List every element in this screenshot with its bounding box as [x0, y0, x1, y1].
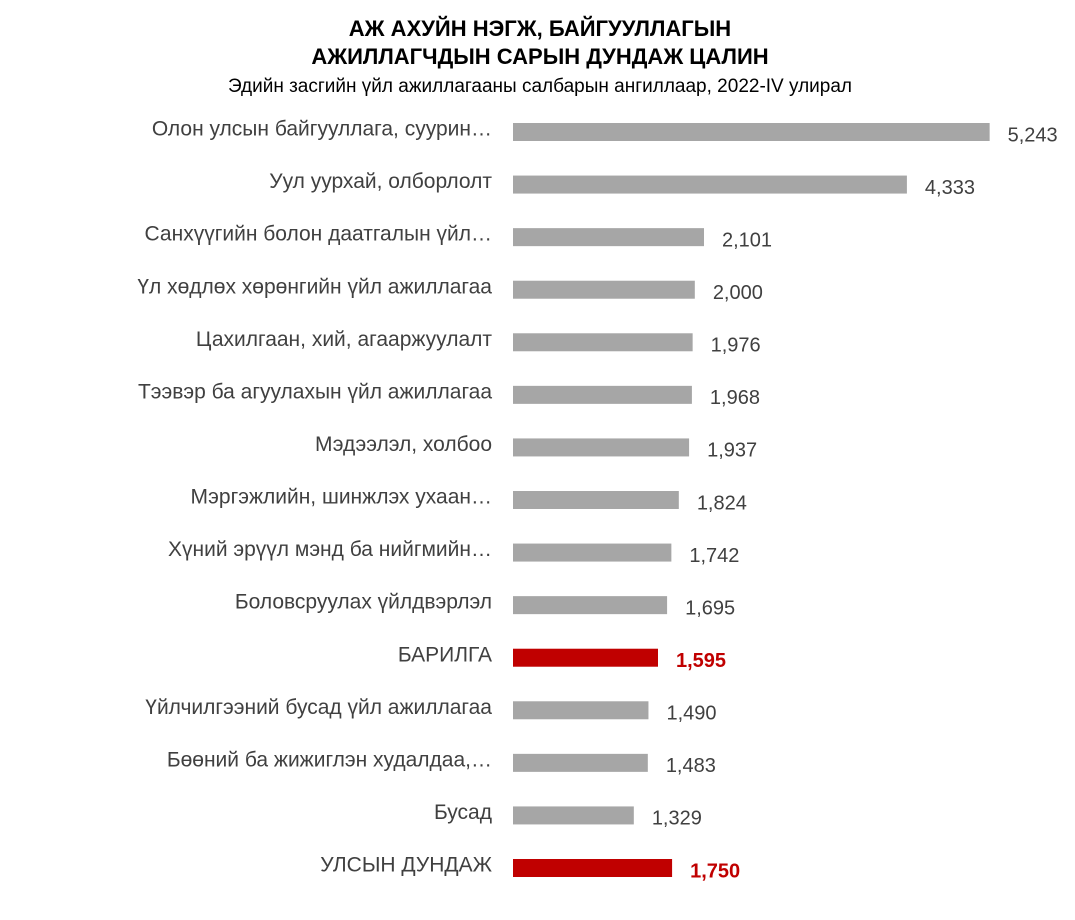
value-label: 5,243: [1008, 124, 1058, 146]
bar: [513, 438, 690, 457]
value-label: 1,695: [685, 597, 735, 619]
value-label: 1,976: [711, 335, 761, 357]
bar: [513, 543, 672, 562]
bar: [513, 228, 704, 247]
category-label: УЛСЫН ДУНДАЖ: [320, 854, 492, 877]
chart-title: АЖ АХУЙН НЭГЖ, БАЙГУУЛЛАГЫН: [349, 16, 731, 41]
bar: [513, 491, 679, 509]
bar: [513, 175, 907, 194]
bar: [513, 333, 693, 352]
value-label: 1,483: [666, 755, 716, 777]
value-label: 1,937: [707, 440, 757, 462]
category-label: Мэргэжлийн, шинжлэх ухаан…: [190, 486, 492, 509]
chart-subtitle: Эдийн засгийн үйл ажиллагааны салбарын а…: [228, 76, 852, 97]
category-label: Уул уурхай, олборлолт: [269, 170, 492, 193]
category-label: Тээвэр ба агуулахын үйл ажиллагаа: [138, 380, 492, 403]
category-label: Цахилгаан, хий, агааржуулалт: [196, 328, 493, 351]
bar: [513, 701, 649, 720]
chart-title: АЖИЛЛАГЧДЫН САРЫН ДУНДАЖ ЦАЛИН: [311, 44, 768, 69]
value-label: 2,000: [713, 282, 763, 304]
category-label: Санхүүгийн болон даатгалын үйл…: [145, 223, 492, 246]
bar: [513, 280, 695, 299]
value-label: 2,101: [722, 229, 772, 251]
value-label: 1,595: [676, 650, 726, 672]
category-label: Бусад: [434, 801, 492, 824]
bar: [513, 596, 668, 615]
category-label: Үйлчилгээний бусад үйл ажиллагаа: [145, 696, 492, 719]
bar: [513, 123, 990, 141]
value-label: 1,742: [689, 545, 739, 567]
value-label: 1,968: [710, 387, 760, 409]
bar: [513, 753, 648, 772]
value-label: 1,490: [666, 703, 716, 725]
bar: [513, 859, 673, 877]
category-label: Үл хөдлөх хөрөнгийн үйл ажиллагаа: [137, 275, 492, 298]
category-label: Хүний эрүүл мэнд ба нийгмийн…: [168, 538, 492, 561]
category-label: БАРИЛГА: [398, 643, 492, 666]
category-label: Олон улсын байгууллага, суурин…: [152, 118, 492, 141]
bar: [513, 806, 634, 825]
value-label: 1,750: [690, 860, 740, 882]
bar: [513, 385, 692, 404]
value-label: 1,824: [697, 492, 747, 514]
bar: [513, 648, 658, 667]
category-label: Мэдээлэл, холбоо: [315, 433, 492, 456]
value-label: 4,333: [925, 177, 975, 199]
value-label: 1,329: [652, 808, 702, 830]
category-label: Бөөний ба жижиглэн худалдаа,…: [167, 748, 492, 771]
category-label: Боловсруулах үйлдвэрлэл: [235, 591, 492, 614]
